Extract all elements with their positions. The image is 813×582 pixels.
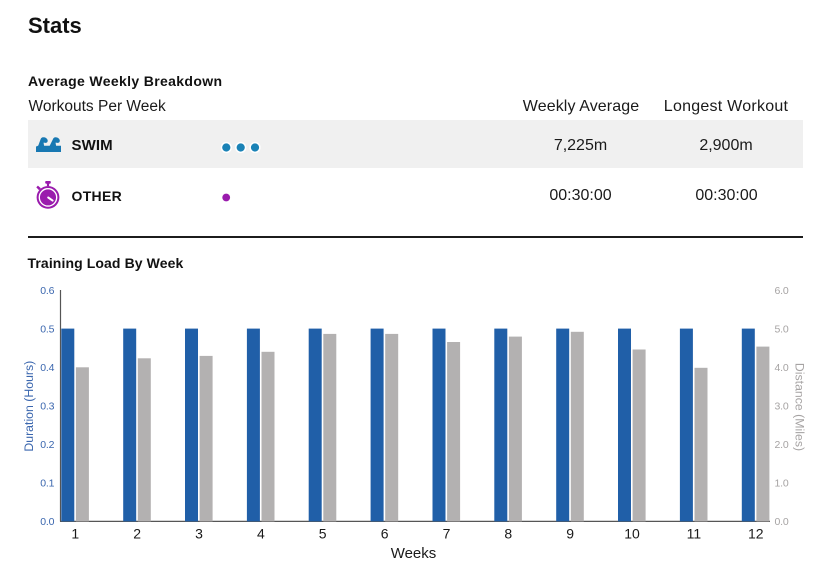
svg-text:8: 8 (504, 526, 512, 542)
svg-text:0.2: 0.2 (40, 439, 54, 451)
svg-text:0.1: 0.1 (40, 478, 54, 490)
svg-text:Weeks: Weeks (391, 545, 437, 562)
svg-text:Duration (Hours): Duration (Hours) (22, 361, 36, 452)
svg-text:0.0: 0.0 (775, 516, 789, 528)
svg-text:0.4: 0.4 (40, 362, 54, 374)
svg-text:6: 6 (381, 526, 389, 542)
svg-text:1: 1 (71, 526, 79, 542)
svg-text:4: 4 (257, 526, 265, 542)
svg-text:6.0: 6.0 (775, 285, 789, 297)
svg-text:12: 12 (748, 526, 764, 542)
svg-text:0.6: 0.6 (40, 285, 54, 297)
svg-text:9: 9 (566, 526, 574, 542)
svg-text:0.0: 0.0 (40, 516, 54, 528)
svg-text:2: 2 (133, 526, 141, 542)
svg-text:2.0: 2.0 (775, 439, 789, 451)
svg-text:5.0: 5.0 (775, 323, 789, 335)
svg-text:Distance (Miles): Distance (Miles) (792, 363, 806, 451)
svg-text:7: 7 (443, 526, 451, 542)
svg-text:4.0: 4.0 (775, 362, 789, 374)
svg-text:3.0: 3.0 (775, 401, 789, 413)
svg-text:0.3: 0.3 (40, 401, 54, 413)
svg-text:5: 5 (319, 526, 327, 542)
svg-text:11: 11 (687, 526, 702, 542)
svg-text:1.0: 1.0 (775, 478, 789, 490)
svg-text:3: 3 (195, 526, 203, 542)
svg-text:0.5: 0.5 (40, 323, 54, 335)
svg-text:10: 10 (624, 526, 640, 542)
